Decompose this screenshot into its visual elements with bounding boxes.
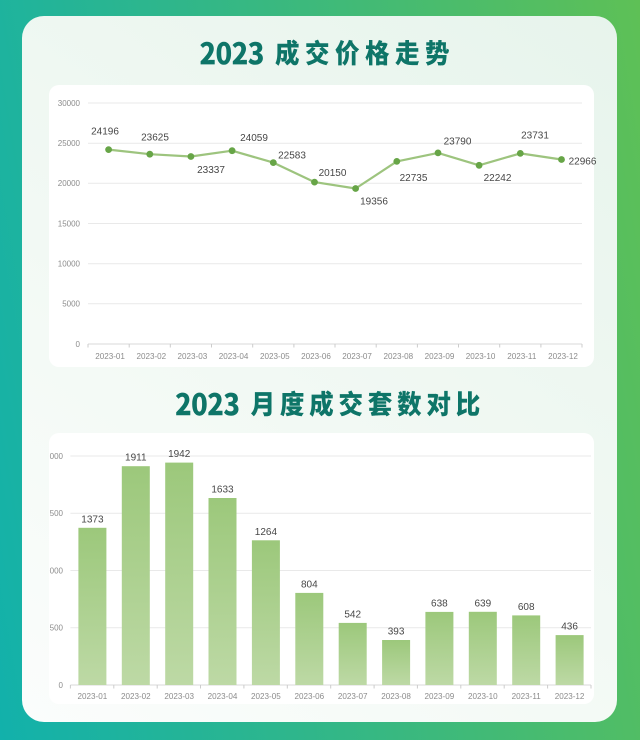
svg-text:2023-10: 2023-10: [466, 352, 496, 361]
svg-text:2023-11: 2023-11: [507, 352, 537, 361]
svg-text:2023-10: 2023-10: [468, 692, 498, 701]
svg-text:639: 639: [474, 598, 491, 609]
svg-text:2023-07: 2023-07: [338, 692, 368, 701]
svg-text:638: 638: [431, 598, 448, 609]
svg-text:2023-08: 2023-08: [383, 352, 413, 361]
svg-text:15000: 15000: [58, 219, 81, 228]
svg-text:2023-05: 2023-05: [260, 352, 290, 361]
svg-text:20000: 20000: [58, 179, 81, 188]
svg-text:608: 608: [518, 602, 535, 613]
svg-text:2023-05: 2023-05: [251, 692, 281, 701]
svg-text:2023-04: 2023-04: [219, 352, 249, 361]
svg-text:500: 500: [50, 509, 64, 518]
svg-text:25000: 25000: [58, 139, 81, 148]
svg-text:22966: 22966: [569, 157, 597, 168]
svg-text:22583: 22583: [278, 151, 306, 162]
svg-text:000: 000: [50, 452, 64, 461]
svg-text:804: 804: [301, 579, 318, 590]
svg-text:2023-12: 2023-12: [555, 692, 585, 701]
svg-text:30000: 30000: [58, 99, 81, 108]
svg-text:436: 436: [561, 622, 578, 633]
svg-text:23731: 23731: [521, 131, 549, 142]
svg-text:0: 0: [76, 340, 81, 349]
svg-text:1264: 1264: [255, 527, 278, 538]
svg-text:2023-01: 2023-01: [95, 352, 125, 361]
svg-text:20150: 20150: [319, 168, 347, 179]
svg-text:1373: 1373: [81, 514, 104, 525]
svg-text:2023-07: 2023-07: [342, 352, 372, 361]
svg-text:1942: 1942: [168, 449, 191, 460]
svg-text:500: 500: [50, 624, 64, 633]
svg-text:2023-04: 2023-04: [208, 692, 238, 701]
svg-text:2023-09: 2023-09: [425, 352, 455, 361]
svg-text:19356: 19356: [360, 197, 388, 208]
svg-text:542: 542: [344, 609, 361, 620]
svg-text:23625: 23625: [141, 133, 169, 144]
svg-text:2023-06: 2023-06: [301, 352, 331, 361]
svg-text:5000: 5000: [62, 300, 80, 309]
svg-text:2023-11: 2023-11: [512, 692, 542, 701]
svg-text:10000: 10000: [58, 260, 81, 269]
svg-text:2023-03: 2023-03: [178, 352, 208, 361]
svg-text:2023-12: 2023-12: [548, 352, 578, 361]
svg-text:1633: 1633: [211, 485, 234, 496]
svg-text:23337: 23337: [197, 165, 225, 176]
svg-text:2023-08: 2023-08: [381, 692, 411, 701]
svg-text:2023-09: 2023-09: [425, 692, 455, 701]
svg-text:2023-02: 2023-02: [136, 352, 166, 361]
svg-text:2023-01: 2023-01: [78, 692, 108, 701]
svg-text:2023-02: 2023-02: [121, 692, 151, 701]
svg-text:1911: 1911: [125, 453, 147, 464]
svg-text:393: 393: [388, 627, 405, 638]
svg-text:22242: 22242: [484, 173, 512, 184]
svg-text:000: 000: [50, 566, 64, 575]
svg-text:2023-06: 2023-06: [294, 692, 324, 701]
svg-text:0: 0: [59, 681, 64, 690]
svg-text:24196: 24196: [91, 127, 119, 138]
svg-text:2023-03: 2023-03: [164, 692, 194, 701]
svg-text:24059: 24059: [240, 133, 268, 144]
svg-text:23790: 23790: [444, 137, 472, 148]
svg-text:22735: 22735: [400, 173, 428, 184]
